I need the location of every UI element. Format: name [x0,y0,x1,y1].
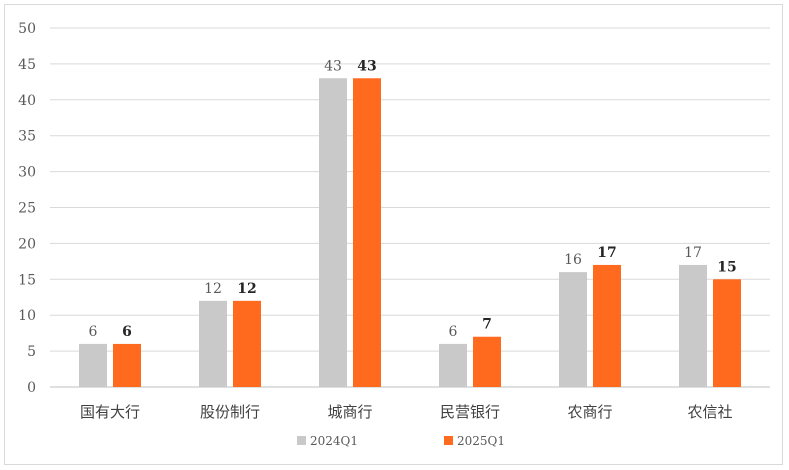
y-tick-label: 35 [18,129,36,145]
bar-2025Q1-民营银行 [473,336,501,387]
chart-frame [4,4,783,465]
legend-label: 2024Q1 [310,434,358,448]
bar-2024Q1-农信社 [679,264,707,387]
data-labels: 6 6 12 12 43 43 6 7 16 17 17 15 [89,58,737,340]
x-tick-label: 股份制行 [200,403,260,421]
y-tick-label: 0 [27,380,36,396]
data-label: 12 [237,281,256,297]
legend-swatch [297,436,306,445]
bar-2025Q1-股份制行 [233,300,261,387]
data-label: 12 [204,281,222,297]
bar-2024Q1-农商行 [559,272,587,387]
data-label: 15 [717,259,736,275]
bar-2025Q1-农信社 [713,279,741,387]
legend-label: 2025Q1 [457,434,505,448]
bar-2024Q1-城商行 [319,78,347,387]
y-tick-label: 45 [18,57,36,73]
y-tick-label: 5 [27,344,36,360]
legend-swatch [444,436,453,445]
x-tick-label: 农信社 [687,403,732,421]
bar-2025Q1-国有大行 [113,343,141,387]
data-label: 17 [597,245,616,261]
y-tick-label: 40 [18,93,36,109]
x-tick-label: 国有大行 [80,403,140,421]
bar-2025Q1-农商行 [593,264,621,387]
y-axis: 0 5 10 15 20 25 30 35 40 45 50 [18,21,36,396]
gridlines [50,27,770,388]
y-tick-label: 25 [18,201,36,217]
bar-2024Q1-股份制行 [199,300,227,387]
data-label: 43 [357,58,376,74]
y-tick-label: 30 [18,165,36,181]
y-tick-label: 15 [18,272,36,288]
x-tick-label: 农商行 [567,403,612,421]
data-label: 6 [449,324,458,340]
data-label: 16 [564,252,582,268]
x-tick-label: 民营银行 [440,403,500,421]
data-label: 7 [482,317,492,333]
data-label: 6 [122,324,132,340]
y-tick-label: 20 [18,236,36,252]
bar-2024Q1-国有大行 [79,343,107,387]
y-tick-label: 10 [18,308,36,324]
bars [79,78,741,387]
data-label: 43 [324,58,342,74]
x-axis: 国有大行 股份制行 城商行 民营银行 农商行 农信社 [80,403,733,421]
bar-2024Q1-民营银行 [439,343,467,387]
data-label: 6 [89,324,98,340]
data-label: 17 [684,245,702,261]
legend: 2024Q1 2025Q1 [297,434,505,448]
bar-2025Q1-城商行 [353,78,381,387]
y-tick-label: 50 [18,21,36,37]
x-tick-label: 城商行 [327,403,372,421]
